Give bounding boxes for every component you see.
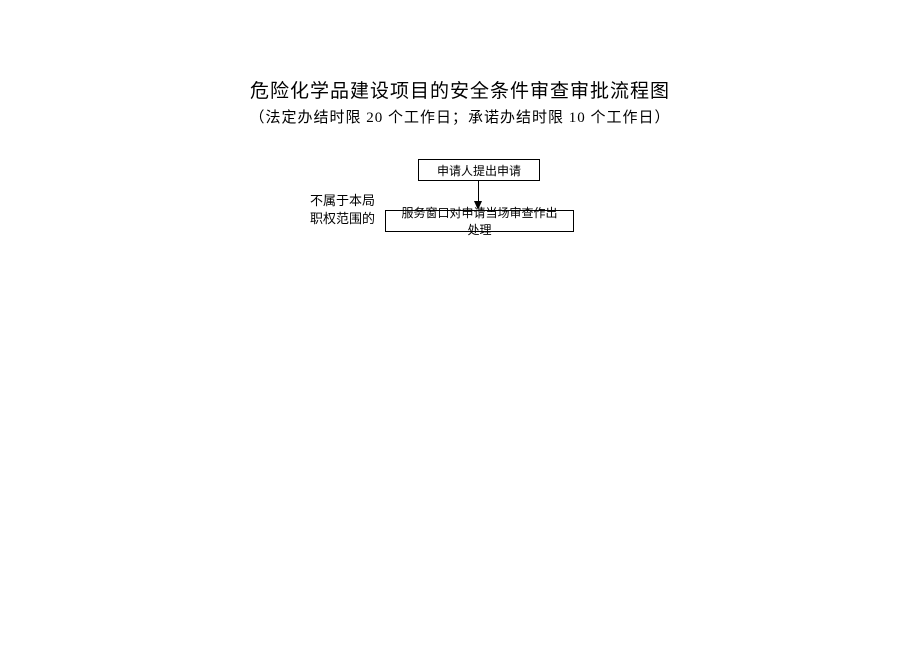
node-label: 申请人提出申请 (437, 162, 521, 179)
flowchart-node-service-window: 服务窗口对申请当场审查作出处理 (385, 210, 574, 232)
page-subtitle: （法定办结时限 20 个工作日；承诺办结时限 10 个工作日） (0, 106, 920, 127)
node-label: 服务窗口对申请当场审查作出处理 (396, 204, 563, 238)
edge-line (478, 181, 479, 203)
side-label-line: 职权范围的 (310, 210, 375, 228)
side-label-scope: 不属于本局 职权范围的 (310, 192, 375, 228)
flowchart-node-applicant: 申请人提出申请 (418, 159, 540, 181)
side-label-line: 不属于本局 (310, 192, 375, 210)
page-title: 危险化学品建设项目的安全条件审查审批流程图 (0, 76, 920, 103)
